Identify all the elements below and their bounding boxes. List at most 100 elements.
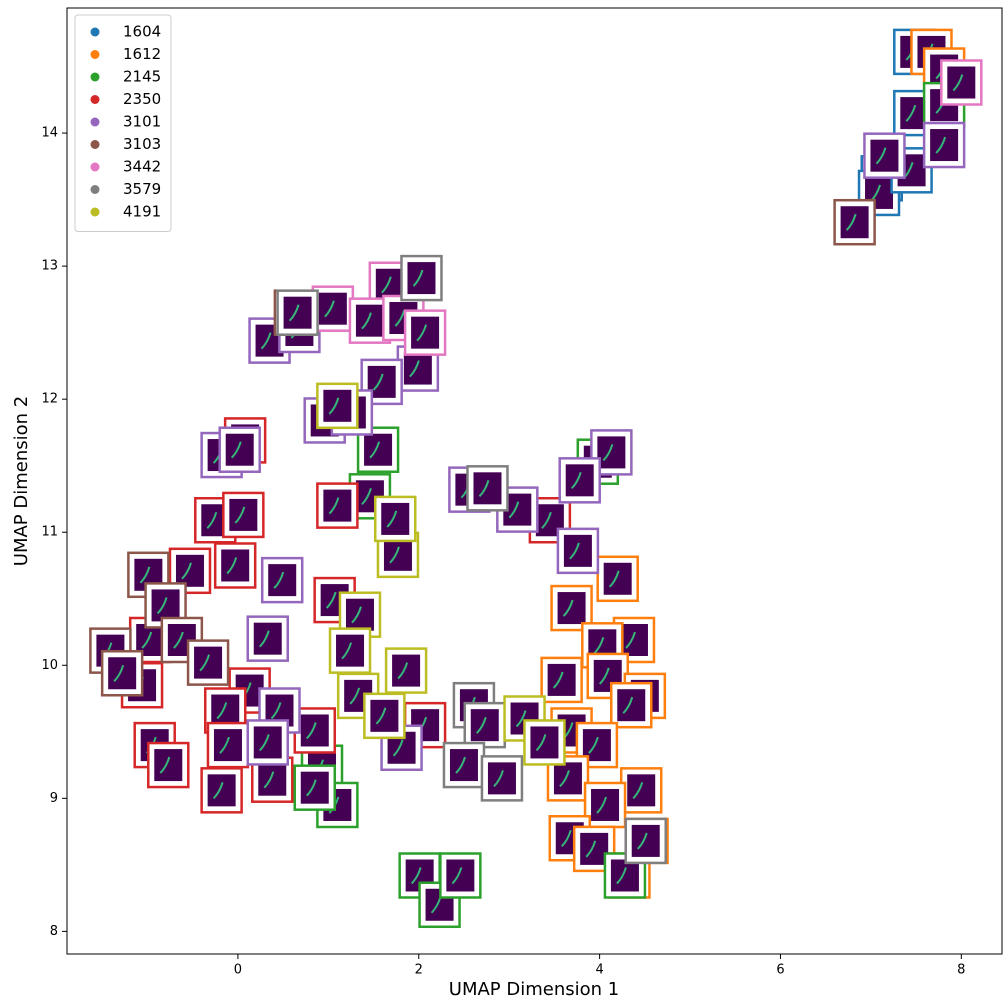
legend: 1604 1612 2145 2350 3101 3103 3442 3579 4191 [74, 14, 172, 232]
thumbnail-streak [173, 631, 184, 649]
thumbnail-point [558, 457, 601, 504]
thumbnail-streak [588, 736, 599, 754]
thumbnail-image [631, 824, 660, 857]
thumbnail-point [833, 198, 876, 246]
thumbnail-point [246, 615, 289, 662]
thumbnail-streak [206, 511, 218, 529]
thumbnail-streak [541, 511, 552, 529]
thumbnail-streak [375, 707, 387, 725]
thumbnail-image [323, 389, 352, 422]
thumbnail-streak [392, 739, 404, 757]
thumbnail-image [530, 726, 559, 759]
thumbnail-streak [478, 480, 490, 498]
thumbnail-streak [616, 867, 627, 885]
thumbnail-streak [306, 722, 317, 740]
thumbnail-point [463, 701, 507, 749]
thumbnail-streak [493, 770, 504, 788]
thumbnail-point [590, 429, 633, 476]
thumbnail-streak [397, 662, 409, 680]
thumbnail-image [381, 502, 410, 535]
thumbnail-streak [216, 702, 228, 720]
x-tick-label: 0 [234, 963, 242, 978]
thumbnail-streak [409, 360, 420, 378]
thumbnail-image [283, 296, 312, 329]
thumbnail-image [323, 489, 352, 522]
thumbnail-streak [905, 104, 917, 122]
thumbnail-streak [451, 867, 463, 885]
thumbnail-point [293, 707, 337, 754]
thumbnail-image [840, 206, 869, 239]
thumbnail-streak [410, 867, 422, 885]
thumbnail-image [355, 304, 384, 337]
thumbnail-image [253, 622, 282, 655]
legend-marker [90, 207, 100, 217]
thumbnail-streak [455, 756, 466, 774]
legend-label: 3579 [123, 180, 161, 198]
thumbnail-point [548, 814, 592, 862]
thumbnail-streak [306, 779, 317, 797]
thumbnail-streak [349, 687, 361, 705]
thumbnail-image [403, 352, 432, 385]
thumbnail-point [575, 721, 619, 769]
x-tick-label: 2 [415, 963, 423, 978]
thumbnail-point [276, 289, 319, 336]
thumbnail-image [383, 538, 412, 571]
thumbnail-streak [875, 147, 887, 165]
thumbnail-streak [328, 497, 340, 515]
thumbnail-streak [599, 667, 610, 685]
thumbnail-point [523, 719, 566, 766]
thumbnail-streak [559, 770, 570, 788]
thumbnail-point [466, 465, 509, 512]
thumbnail-image [213, 729, 242, 762]
legend-marker [90, 185, 100, 194]
legend-marker [90, 140, 100, 149]
thumbnail-point [246, 719, 289, 766]
thumbnail-image [392, 654, 421, 687]
thumbnail-image [194, 646, 223, 679]
thumbnail-streak [328, 397, 340, 415]
thumbnail-streak [389, 546, 400, 564]
thumbnail-image [225, 433, 254, 466]
plot-area [89, 28, 983, 929]
y-tick-label: 14 [41, 126, 58, 141]
legend-box [74, 14, 172, 232]
thumbnail-streak [596, 796, 607, 814]
thumbnail-streak [381, 276, 392, 294]
thumbnail-streak [935, 136, 947, 154]
thumbnail-image [154, 749, 183, 782]
thumbnail-point [363, 692, 406, 740]
thumbnail-streak [259, 630, 270, 648]
thumbnail-image [947, 66, 976, 99]
legend-label: 3442 [123, 158, 161, 176]
thumbnail-streak [259, 734, 270, 752]
thumbnail-image [151, 589, 180, 622]
thumbnail-image [547, 663, 576, 696]
thumbnail-streak [508, 501, 520, 519]
thumbnail-image [407, 262, 436, 295]
thumbnail-streak [416, 324, 428, 342]
legend-label: 3103 [123, 135, 161, 153]
legend-marker [90, 50, 100, 59]
thumbnail-image [603, 562, 632, 595]
thumbnail-streak [270, 702, 282, 720]
thumbnail-image [930, 129, 959, 162]
thumbnail-point [384, 647, 428, 694]
thumbnail-point [293, 764, 337, 811]
legend-marker [90, 27, 100, 37]
thumbnail-image [364, 433, 393, 466]
thumbnail-point [480, 755, 524, 802]
thumbnail-point [218, 426, 261, 473]
thumbnail-streak [562, 599, 574, 617]
thumbnail-streak [219, 736, 230, 754]
thumbnail-point [863, 132, 906, 179]
thumbnail-streak [552, 671, 564, 689]
legend-label: 1604 [123, 23, 161, 41]
thumbnail-streak [361, 312, 372, 330]
thumbnail-point [373, 495, 417, 543]
thumbnail-image [229, 498, 258, 531]
thumbnail-point [328, 627, 372, 674]
y-tick-label: 13 [41, 259, 58, 274]
thumbnail-streak [159, 756, 171, 774]
thumbnail-streak [476, 716, 487, 734]
